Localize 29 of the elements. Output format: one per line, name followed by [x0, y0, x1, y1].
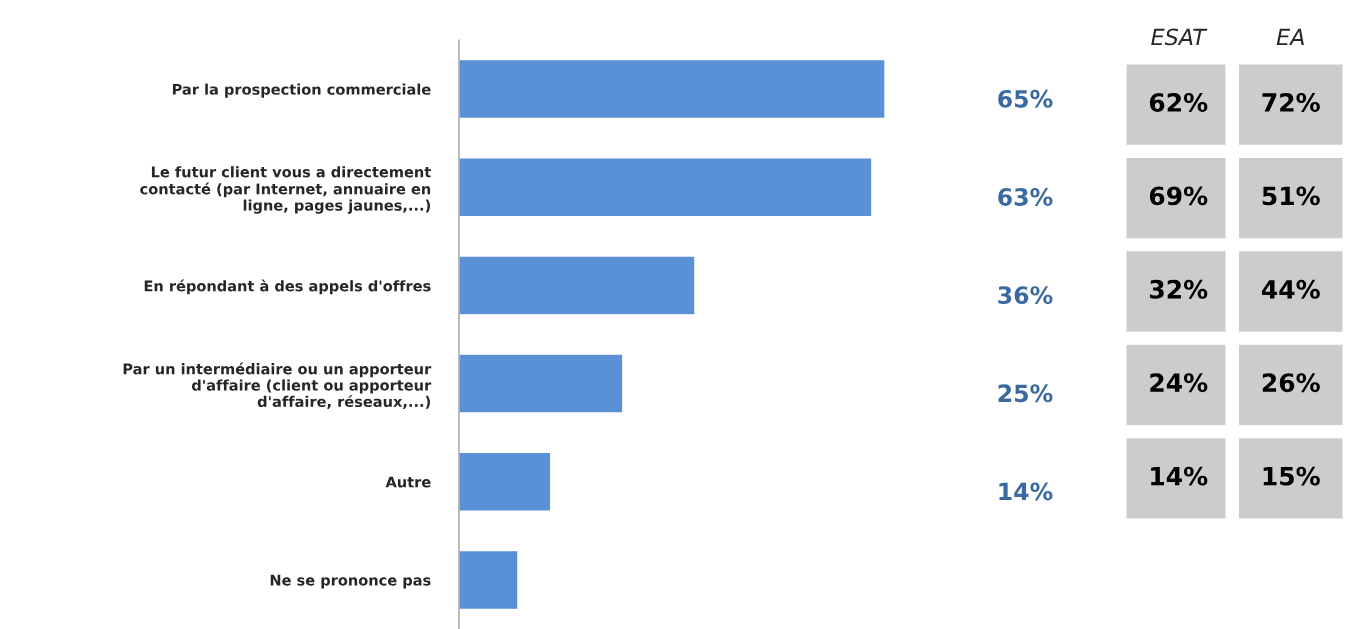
data-label: 14%: [999, 482, 1053, 501]
text: 72%: [1262, 93, 1320, 112]
y-tick-label: En répondant à des appels d'offres: [144, 279, 431, 295]
bar: [459, 549, 519, 611]
text: 24%: [1150, 373, 1208, 393]
text: 15%: [1263, 466, 1320, 486]
data-label: 25%: [998, 384, 1053, 403]
data-label: 63%: [998, 188, 1053, 206]
bar: [459, 255, 696, 316]
data-label: 65%: [998, 89, 1053, 108]
data-label: 36%: [998, 286, 1053, 305]
y-tick-label: Par un intermédiaire ou un apporteur d'affaire (client ou apporteur d'affaire, réseaux,...): [123, 362, 432, 409]
category-label: ESAT: [1151, 28, 1208, 46]
y-tick-label: Ne se prononce pas: [270, 574, 431, 589]
bar: [459, 157, 873, 218]
y-tick-label: Par la prospection commerciale: [172, 83, 431, 98]
category-label: EA: [1276, 28, 1304, 46]
text: 51%: [1262, 186, 1320, 206]
text: 26%: [1262, 373, 1320, 393]
text: 14%: [1151, 466, 1208, 486]
bar: [459, 58, 885, 120]
y-tick-label: Autre: [385, 476, 431, 488]
text: 62%: [1149, 93, 1208, 112]
bar: [459, 451, 552, 512]
y-tick-label: Le futur client vous a directement contacté (par Internet, annuaire en ligne, pages jaunes,...): [140, 166, 431, 214]
text: 69%: [1149, 186, 1208, 206]
text: 32%: [1150, 279, 1208, 299]
bar: [459, 353, 624, 414]
text: 44%: [1261, 279, 1320, 299]
